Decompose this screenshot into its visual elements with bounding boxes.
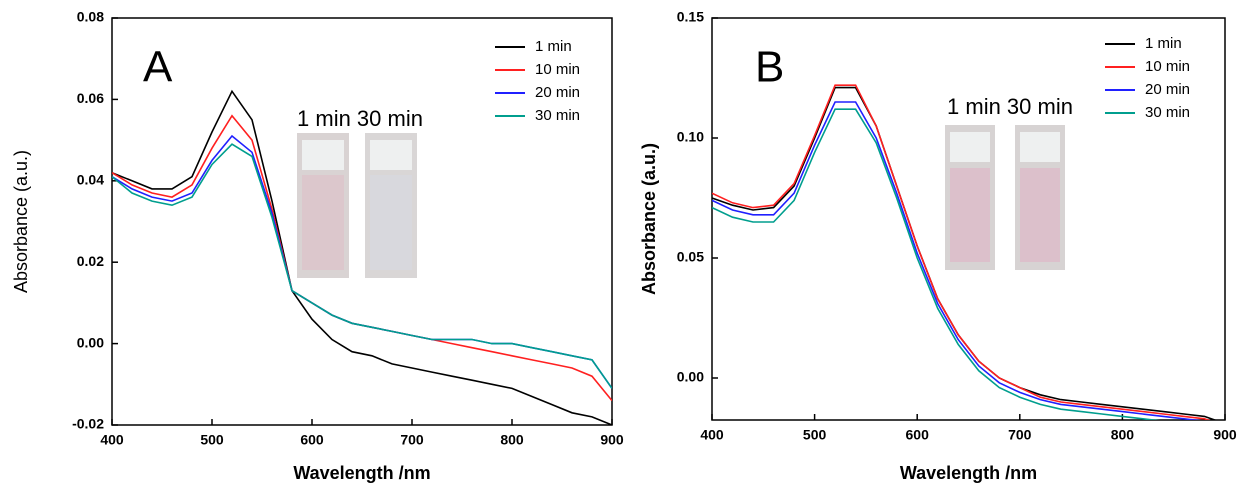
x-tick-label: 900 xyxy=(600,432,624,448)
y-tick-label: 0.06 xyxy=(77,90,104,106)
legend-label: 10 min xyxy=(1145,58,1190,75)
x-tick-label: 400 xyxy=(700,427,724,443)
x-axis-label: Wavelength /nm xyxy=(900,463,1037,483)
series-line xyxy=(712,101,1202,420)
legend-label: 30 min xyxy=(535,107,580,124)
x-tick-label: 500 xyxy=(200,432,224,448)
inset-photo xyxy=(297,125,1065,278)
y-tick-label: 0.10 xyxy=(677,129,704,145)
series-line xyxy=(112,134,612,389)
panel-label: B xyxy=(755,43,784,92)
x-tick-label: 600 xyxy=(906,427,930,443)
y-axis-label: Absorbance (a.u.) xyxy=(639,143,659,295)
legend-label: 20 min xyxy=(1145,81,1190,98)
series-line xyxy=(712,108,1161,420)
x-tick-label: 600 xyxy=(300,432,324,448)
inset-text: 1 min 30 min xyxy=(947,94,1073,119)
series-line xyxy=(712,84,1211,420)
x-tick-label: 800 xyxy=(1111,427,1135,443)
x-tick-label: 700 xyxy=(1008,427,1032,443)
y-axis-label: Absorbance (a.u.) xyxy=(11,150,31,293)
x-tick-label: 700 xyxy=(400,432,424,448)
y-tick-label: 0.04 xyxy=(77,172,104,188)
legend-label: 20 min xyxy=(535,84,580,101)
y-tick-label: 0.05 xyxy=(677,249,704,265)
legend-label: 1 min xyxy=(1145,35,1182,52)
series-line xyxy=(112,89,612,425)
x-tick-label: 900 xyxy=(1213,427,1237,443)
x-tick-label: 400 xyxy=(100,432,124,448)
plot-frame xyxy=(111,17,613,426)
plot-frame xyxy=(711,17,1226,421)
x-axis-label: Wavelength /nm xyxy=(293,463,430,483)
legend-label: 1 min xyxy=(535,38,572,55)
panel-label: A xyxy=(143,43,173,92)
x-tick-label: 800 xyxy=(500,432,524,448)
y-tick-label: 0.00 xyxy=(77,334,104,350)
plot-area xyxy=(112,89,612,425)
series-line xyxy=(112,143,612,389)
y-tick-label: 0.02 xyxy=(77,253,104,269)
y-tick-label: 0.15 xyxy=(677,9,704,25)
x-tick-label: 500 xyxy=(803,427,827,443)
inset-text: 1 min 30 min xyxy=(297,106,423,131)
plot-area xyxy=(712,84,1218,420)
y-tick-label: -0.02 xyxy=(72,416,104,432)
y-tick-label: 0.08 xyxy=(77,9,104,25)
legend-label: 30 min xyxy=(1145,104,1190,121)
legend-label: 10 min xyxy=(535,61,580,78)
y-tick-label: 0.00 xyxy=(677,369,704,385)
series-line xyxy=(112,114,612,402)
